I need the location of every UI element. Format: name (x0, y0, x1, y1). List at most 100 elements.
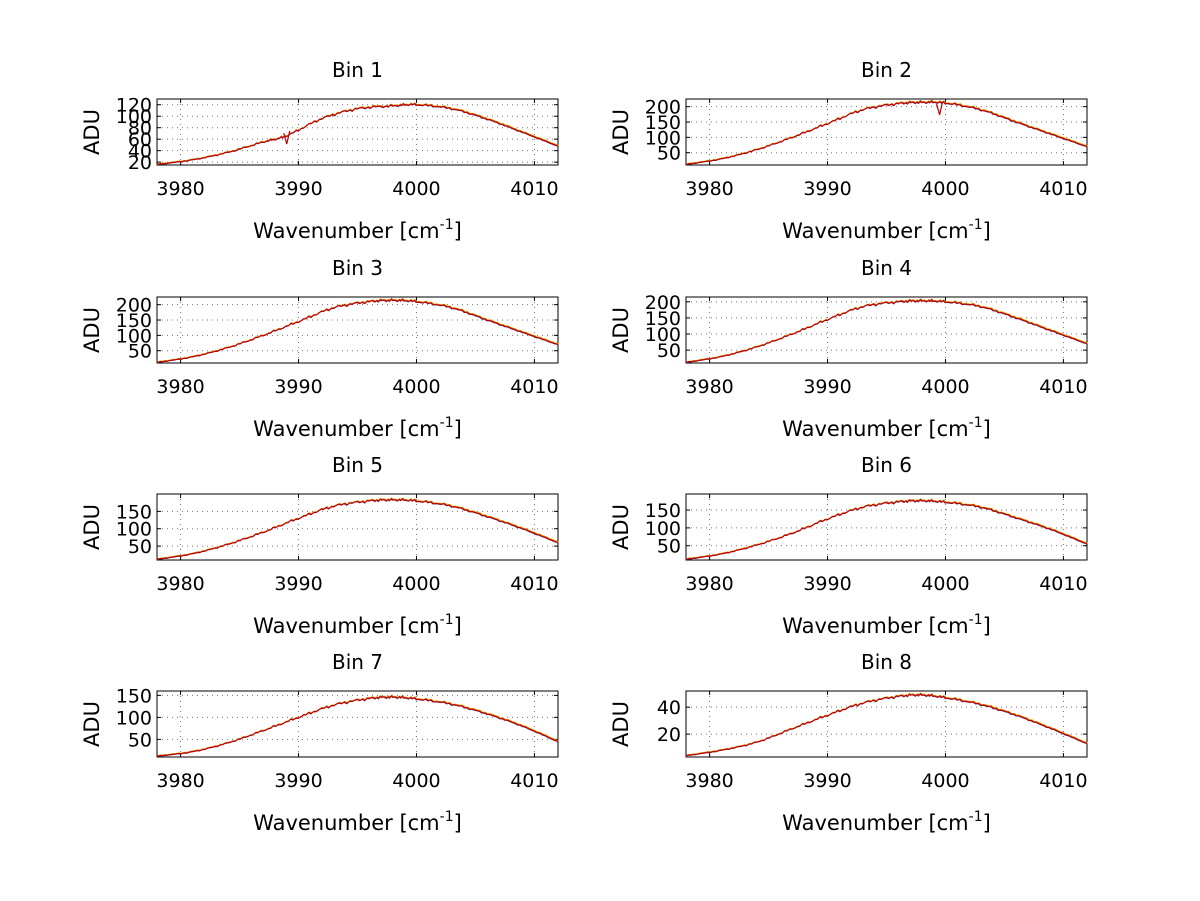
x-tick-label: 4010 (510, 178, 558, 200)
y-tick-label: 50 (128, 729, 152, 751)
x-tick-label: 4010 (1039, 573, 1087, 595)
x-tick-label: 4010 (510, 770, 558, 792)
series-trace-shadow (685, 100, 1087, 166)
series-trace-shadow (156, 695, 558, 757)
x-axis-label: Wavenumber [cm-1] (782, 415, 991, 441)
y-tick-label: 150 (116, 501, 152, 523)
plot-frame (156, 493, 559, 561)
series-trace-shadow (685, 693, 1087, 757)
series-line (686, 298, 1087, 363)
y-tick-label: 200 (116, 295, 152, 317)
x-axis-label: Wavenumber [cm-1] (253, 809, 462, 835)
x-tick-label: 4000 (392, 376, 440, 398)
plot-frame (685, 690, 1088, 758)
x-tick-label: 3980 (685, 770, 733, 792)
x-axis-label: Wavenumber [cm-1] (253, 612, 462, 638)
x-tick-label: 4000 (921, 573, 969, 595)
y-axis-label: ADU (609, 504, 633, 550)
y-axis-label: ADU (80, 504, 104, 550)
y-tick-label: 150 (116, 685, 152, 707)
y-tick-label: 100 (116, 519, 152, 541)
subplot-title: Bin 4 (861, 256, 912, 280)
y-axis-label: ADU (609, 109, 633, 155)
x-tick-label: 4010 (510, 573, 558, 595)
y-tick-label: 50 (128, 536, 152, 558)
y-tick-label: 40 (657, 697, 681, 719)
series-trace-shadow (685, 299, 1087, 364)
x-tick-label: 3990 (274, 178, 322, 200)
x-tick-label: 3980 (156, 178, 204, 200)
y-tick-label: 60 (128, 129, 152, 151)
series-trace-shadow (157, 297, 559, 363)
y-tick-label: 50 (657, 536, 681, 558)
x-axis-label: Wavenumber [cm-1] (782, 612, 991, 638)
y-axis-label: ADU (609, 701, 633, 747)
x-tick-label: 3980 (156, 770, 204, 792)
series-line (686, 498, 1087, 560)
subplot-title: Bin 6 (861, 453, 912, 477)
x-tick-label: 3990 (274, 770, 322, 792)
x-axis-label: Wavenumber [cm-1] (782, 217, 991, 243)
plot-frame (156, 98, 559, 166)
y-tick-label: 100 (116, 707, 152, 729)
plot-frame (685, 296, 1088, 364)
x-tick-label: 4000 (392, 770, 440, 792)
y-tick-label: 150 (116, 310, 152, 332)
series-trace-shadow (156, 498, 558, 561)
y-tick-label: 20 (657, 724, 681, 746)
subplot-bin-8: 3980 3990 4000 4010 20 40 Bin 8 Wavenumber [cm-… (609, 650, 1088, 835)
series-trace-shadow (686, 498, 1088, 560)
y-tick-label: 200 (645, 292, 681, 314)
y-tick-label: 50 (128, 341, 152, 363)
y-tick-label: 100 (116, 325, 152, 347)
x-tick-label: 3990 (274, 376, 322, 398)
y-axis-label: ADU (609, 307, 633, 353)
x-tick-label: 3990 (803, 770, 851, 792)
x-axis-label: Wavenumber [cm-1] (253, 415, 462, 441)
x-tick-label: 3980 (685, 376, 733, 398)
y-axis-label: ADU (80, 701, 104, 747)
series-line (686, 100, 1087, 165)
y-tick-label: 50 (657, 143, 681, 165)
y-tick-label: 150 (645, 500, 681, 522)
x-tick-label: 3980 (685, 178, 733, 200)
subplot-title: Bin 1 (332, 58, 383, 82)
x-tick-label: 4010 (1039, 770, 1087, 792)
y-tick-label: 150 (645, 308, 681, 330)
x-axis-label: Wavenumber [cm-1] (253, 217, 462, 243)
y-tick-label: 100 (116, 106, 152, 128)
y-tick-label: 200 (645, 97, 681, 119)
y-tick-label: 100 (645, 324, 681, 346)
y-tick-label: 100 (645, 127, 681, 149)
absorption-dip (283, 130, 291, 145)
x-tick-label: 3990 (274, 573, 322, 595)
y-axis-label: ADU (80, 109, 104, 155)
series-line (157, 695, 558, 757)
x-tick-label: 4000 (921, 376, 969, 398)
y-tick-label: 150 (645, 112, 681, 134)
x-tick-label: 3990 (803, 178, 851, 200)
x-tick-label: 4010 (1039, 178, 1087, 200)
y-tick-label: 20 (128, 152, 152, 174)
x-tick-label: 3980 (156, 376, 204, 398)
x-tick-label: 3990 (803, 573, 851, 595)
x-tick-label: 4010 (510, 376, 558, 398)
series-trace-shadow (686, 298, 1088, 363)
x-tick-label: 3980 (685, 573, 733, 595)
subplot-title: Bin 8 (861, 650, 912, 674)
x-tick-label: 4000 (921, 178, 969, 200)
subplot-title: Bin 2 (861, 58, 912, 82)
series-line (686, 692, 1087, 757)
x-tick-label: 4010 (1039, 376, 1087, 398)
subplot-title: Bin 3 (332, 256, 383, 280)
series-trace-shadow (156, 298, 558, 364)
x-tick-label: 4000 (392, 178, 440, 200)
subplot-title: Bin 7 (332, 650, 383, 674)
